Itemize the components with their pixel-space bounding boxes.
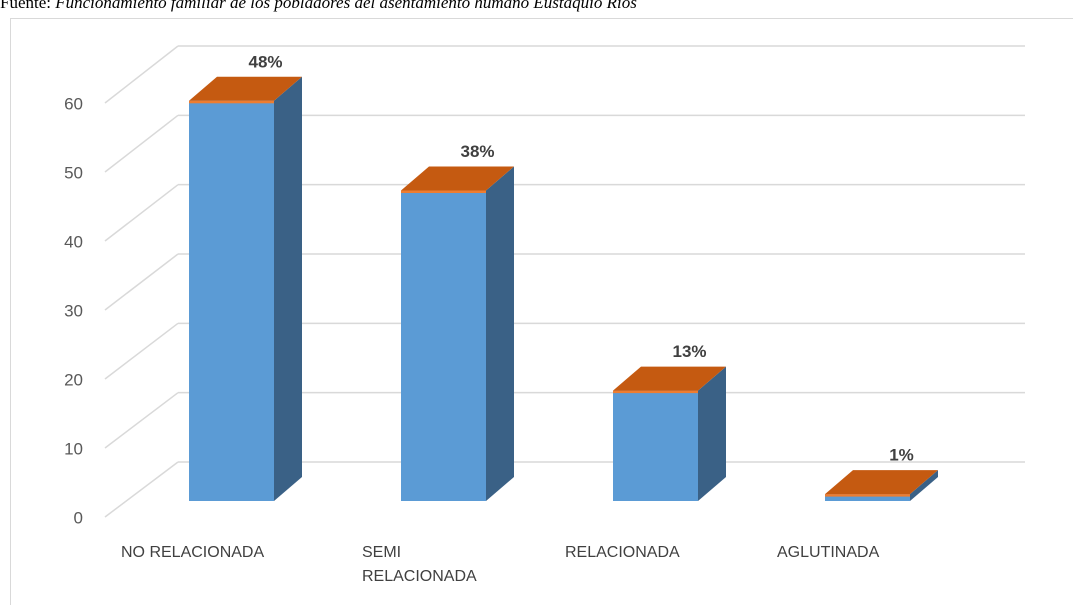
y-tick-label: 20 <box>64 370 83 389</box>
x-tick-label: NO RELACIONADA <box>121 544 265 561</box>
y-tick-label: 60 <box>64 94 83 113</box>
grid-line-side <box>104 322 179 380</box>
y-tick-label: 40 <box>64 232 83 251</box>
grid-line-side <box>104 392 179 449</box>
source-label: Fuente: <box>0 0 51 12</box>
grid-line-side <box>104 253 179 311</box>
bar <box>189 100 274 502</box>
bar <box>825 494 910 501</box>
bar-top-edge <box>825 494 910 497</box>
bar-top-edge <box>189 100 274 104</box>
bar-top-edge <box>613 390 698 394</box>
grid-line-side <box>104 184 179 242</box>
bar <box>401 190 486 501</box>
data-label: 13% <box>672 342 706 361</box>
grid-line-side <box>104 461 179 518</box>
source-text: Funcionamiento familiar de los pobladore… <box>55 0 637 12</box>
grid-line-side <box>104 45 179 104</box>
bar-top <box>401 166 514 191</box>
y-tick-label: 0 <box>74 508 83 527</box>
x-tick-label: SEMI RELACIONADA <box>362 544 477 585</box>
data-label: 1% <box>889 446 914 465</box>
bar-top <box>613 366 726 391</box>
bar <box>613 390 698 501</box>
bar-side <box>698 366 726 501</box>
x-tick-label: RELACIONADA <box>565 544 680 561</box>
y-tick-label: 30 <box>64 301 83 320</box>
bar-side <box>486 166 514 501</box>
y-tick-label: 10 <box>64 439 83 458</box>
grid-line-side <box>104 114 179 173</box>
bar-top-edge <box>401 190 486 193</box>
bar-side <box>910 470 938 501</box>
chart-border <box>10 18 1073 605</box>
data-label: 48% <box>248 52 282 71</box>
source-note: Fuente: Funcionamiento familiar de los p… <box>0 0 637 13</box>
data-label: 38% <box>460 142 494 161</box>
bar-top <box>825 470 938 495</box>
y-tick-label: 50 <box>64 163 83 182</box>
x-tick-label: AGLUTINADA <box>777 544 880 561</box>
bar-side <box>274 76 302 502</box>
bar-top <box>189 76 302 101</box>
